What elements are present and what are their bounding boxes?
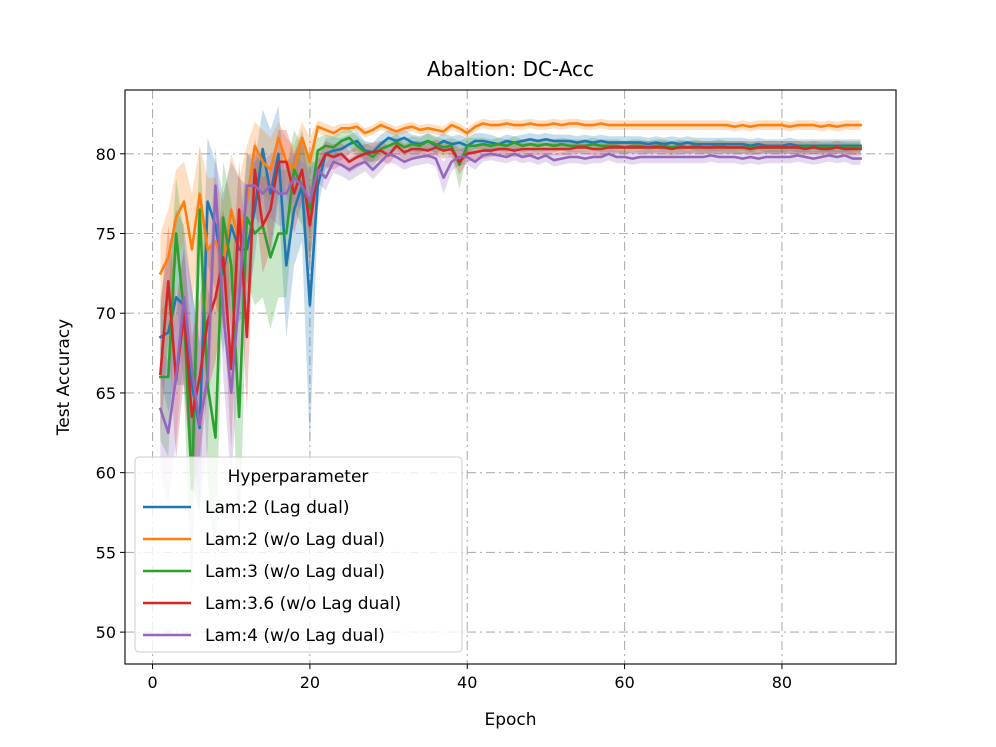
legend-box xyxy=(134,456,463,653)
y-tick-label: 75 xyxy=(96,225,116,244)
y-tick-label: 60 xyxy=(96,464,116,483)
legend-label-1: Lam:2 (Lag dual) xyxy=(205,498,349,518)
chart-title: Abaltion: DC-Acc xyxy=(427,57,594,81)
legend-title: Hyperparameter xyxy=(228,467,369,487)
y-tick-label: 70 xyxy=(96,304,116,323)
x-tick-label: 0 xyxy=(147,673,157,692)
plot-frame xyxy=(124,89,897,665)
y-tick-label: 80 xyxy=(96,145,116,164)
y-tick-label: 65 xyxy=(96,384,116,403)
series-line-4 xyxy=(158,144,862,419)
y-tick-label: 55 xyxy=(96,543,116,562)
legend: Hyperparameter Lam:2 (Lag dual) Lam:2 (w/… xyxy=(134,456,463,653)
y-tick-label: 50 xyxy=(96,623,116,642)
y-axis-label: Test Accuracy xyxy=(54,319,74,437)
x-tick-label: 80 xyxy=(772,673,792,692)
series-line-2 xyxy=(158,122,862,276)
series-line-1 xyxy=(158,136,862,430)
series-lines xyxy=(158,122,862,490)
legend-label-3: Lam:3 (w/o Lag dual) xyxy=(205,562,385,582)
series-line-5 xyxy=(158,152,862,435)
legend-label-2: Lam:2 (w/o Lag dual) xyxy=(205,530,385,550)
legend-label-5: Lam:4 (w/o Lag dual) xyxy=(205,626,385,646)
x-tick-label: 60 xyxy=(614,673,634,692)
axis-ticks: 0 20 40 60 80 50 55 60 65 70 75 80 xyxy=(96,145,792,692)
x-tick-label: 40 xyxy=(457,673,477,692)
x-tick-label: 20 xyxy=(300,673,320,692)
x-axis-label: Epoch xyxy=(484,710,536,730)
legend-label-4: Lam:3.6 (w/o Lag dual) xyxy=(205,594,401,614)
